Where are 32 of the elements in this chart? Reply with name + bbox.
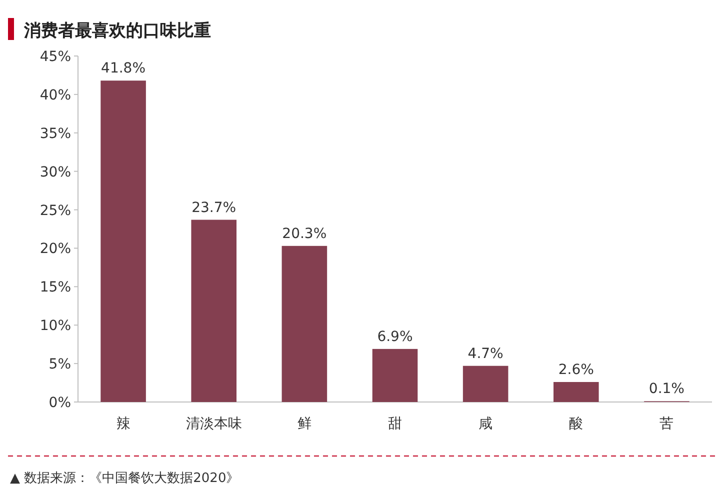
x-tick-label: 苦	[660, 416, 674, 432]
y-tick-label: 35%	[40, 126, 71, 142]
x-tick-label: 酸	[569, 416, 584, 432]
x-tick-label: 清淡本味	[186, 416, 242, 432]
x-tick-label: 鲜	[297, 416, 312, 432]
data-label: 41.8%	[101, 60, 146, 77]
y-tick-label: 20%	[40, 241, 71, 258]
y-tick-label: 30%	[40, 164, 71, 180]
y-tick-label: 40%	[40, 87, 71, 104]
data-label: 6.9%	[377, 328, 413, 345]
text: ▲ 数据来源：《中国餐饮大数据2020》	[10, 471, 240, 486]
bar	[100, 80, 146, 402]
bar	[372, 348, 418, 402]
y-tick-label: 15%	[40, 280, 71, 296]
chart-title: 消费者最喜欢的口味比重	[23, 21, 211, 41]
y-tick-label: 25%	[40, 202, 71, 219]
data-label: 23.7%	[192, 200, 236, 216]
data-label: 4.7%	[468, 346, 504, 362]
bar	[462, 366, 508, 402]
y-tick-label: 45%	[40, 49, 71, 65]
x-tick-label: 甜	[388, 416, 402, 432]
y-tick-label: 10%	[40, 318, 71, 334]
bar	[554, 382, 599, 402]
bar	[282, 246, 328, 402]
y-tick-label: 5%	[48, 356, 71, 373]
y-tick-label: 0%	[48, 395, 71, 411]
data-label: 20.3%	[282, 226, 327, 242]
data-label: 2.6%	[558, 362, 594, 378]
data-label: 0.1%	[648, 381, 685, 398]
x-tick-label: 辣	[116, 416, 130, 432]
bar	[191, 220, 236, 402]
x-tick-label: 咸	[478, 416, 493, 432]
